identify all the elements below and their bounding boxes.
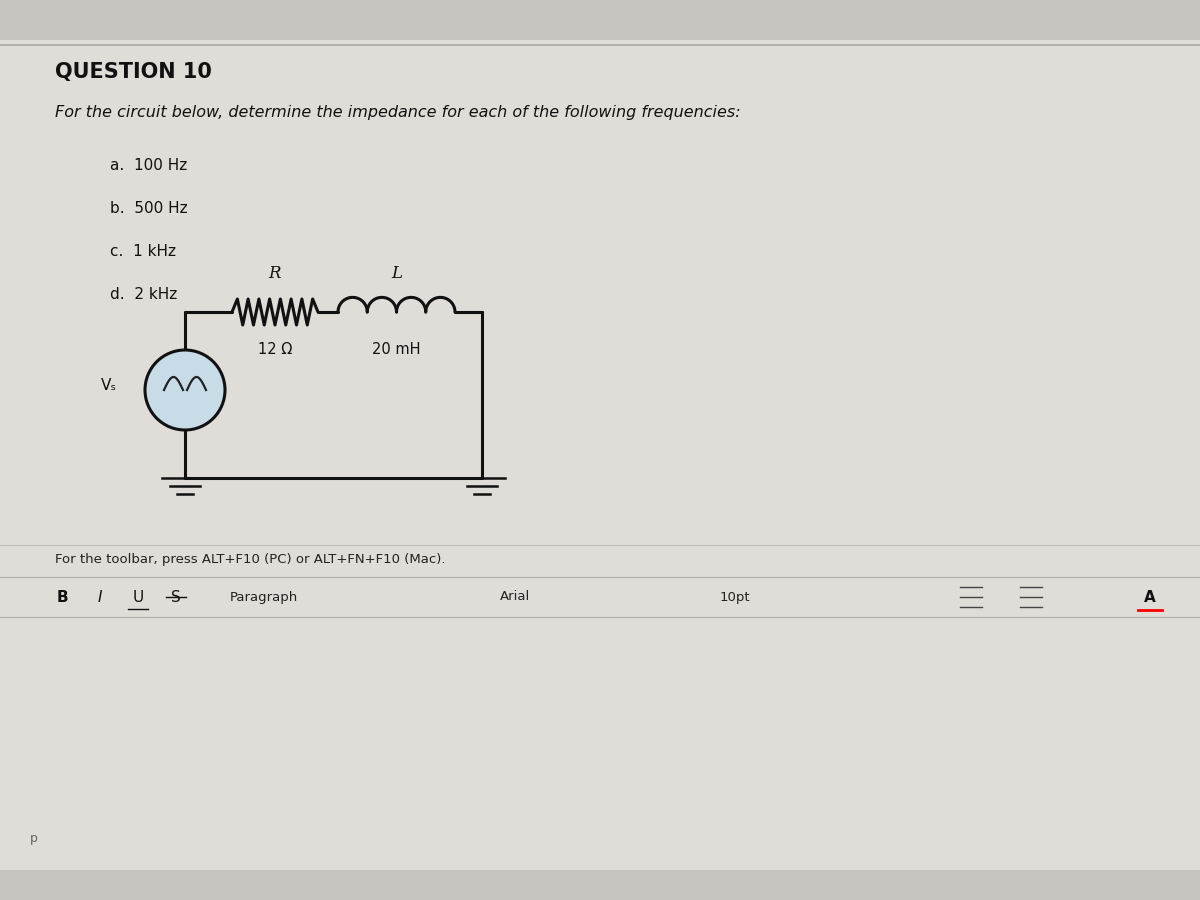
Text: I: I [97,590,102,605]
Text: For the circuit below, determine the impedance for each of the following frequen: For the circuit below, determine the imp… [55,105,740,120]
Text: p: p [30,832,38,845]
Text: QUESTION 10: QUESTION 10 [55,62,212,82]
Text: Vₛ: Vₛ [101,377,118,392]
Text: Paragraph: Paragraph [230,590,299,604]
Text: 10pt: 10pt [720,590,751,604]
Circle shape [145,350,226,430]
Text: Arial: Arial [500,590,530,604]
Text: A: A [1144,590,1156,605]
Text: L: L [391,265,402,282]
Bar [0,870,1200,900]
Text: 12 Ω: 12 Ω [258,342,292,357]
Text: For the toolbar, press ALT+F10 (PC) or ALT+FN+F10 (Mac).: For the toolbar, press ALT+F10 (PC) or A… [55,553,445,566]
Text: 20 mH: 20 mH [372,342,421,357]
Text: a.  100 Hz: a. 100 Hz [110,158,187,173]
Text: d.  2 kHz: d. 2 kHz [110,287,178,302]
Text: U: U [132,590,144,605]
Text: R: R [269,265,281,282]
Text: S: S [172,590,181,605]
Text: b.  500 Hz: b. 500 Hz [110,201,187,216]
Text: c.  1 kHz: c. 1 kHz [110,244,176,259]
Text: B: B [56,590,68,605]
Bar [0,543,1200,617]
Bar [0,0,1200,40]
